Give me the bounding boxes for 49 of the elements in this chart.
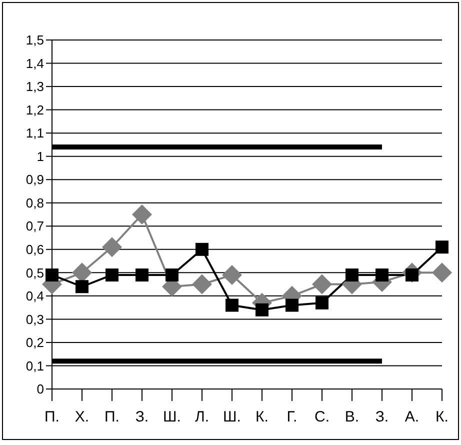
x-tick-label: В.: [344, 408, 360, 426]
point: [192, 274, 212, 294]
x-tick-label: З.: [375, 408, 389, 426]
y-tick-label: 1,1: [26, 126, 44, 141]
x-tick-label: Х.: [74, 408, 90, 426]
x-tick-label: Ш.: [163, 408, 181, 426]
y-tick-label: 0,4: [26, 288, 44, 304]
point: [432, 262, 452, 283]
y-tick-label: 0,9: [26, 172, 44, 188]
point: [132, 204, 152, 224]
x-tick-label: П.: [44, 408, 60, 426]
y-tick-label: 1,5: [26, 32, 44, 48]
point: [316, 296, 328, 310]
x-tick-label: Л.: [194, 408, 210, 426]
y-tick-label: 0,8: [26, 195, 44, 210]
y-tick-label: 1,2: [26, 102, 44, 118]
point: [346, 268, 358, 282]
point: [46, 268, 58, 282]
x-tick-label: Ш.: [223, 408, 241, 426]
y-tick-label: 0,3: [26, 312, 44, 327]
y-tick-label: 0: [36, 382, 44, 397]
point: [436, 240, 448, 254]
point: [76, 280, 88, 294]
x-tick-label: Г.: [286, 408, 298, 426]
x-tick-label: З.: [135, 408, 149, 426]
point: [136, 268, 148, 282]
point: [102, 237, 122, 258]
y-tick-label: 1,3: [26, 79, 44, 94]
y-tick-label: 0,2: [26, 335, 44, 350]
x-tick-label: А.: [404, 408, 420, 426]
x-tick-label: К.: [436, 408, 448, 426]
y-tick-label: 1: [36, 148, 44, 164]
point: [312, 274, 332, 294]
point: [376, 268, 388, 282]
point: [106, 268, 118, 282]
point: [222, 264, 242, 285]
x-tick-label: С.: [314, 408, 330, 426]
point: [226, 298, 238, 312]
x-tick-label: К.: [256, 408, 268, 426]
y-tick-label: 1,4: [26, 56, 44, 71]
y-tick-label: 0,6: [26, 242, 44, 258]
y-tick-label: 0,7: [26, 218, 44, 234]
point: [286, 298, 298, 312]
point: [196, 242, 208, 256]
x-tick-label: П.: [104, 408, 120, 426]
point: [256, 303, 268, 316]
y-tick-label: 0,1: [26, 358, 44, 374]
y-tick-label: 0,5: [26, 265, 44, 280]
point: [166, 268, 178, 282]
